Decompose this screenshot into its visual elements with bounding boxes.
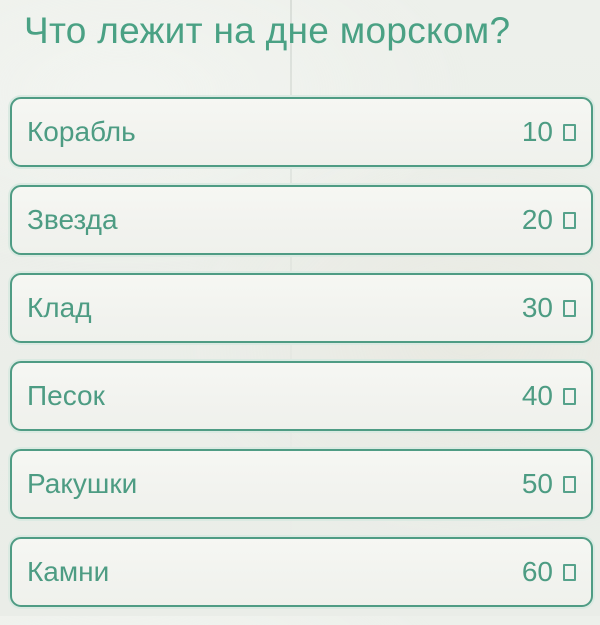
answer-label: Клад [27, 292, 92, 323]
answer-label: Песок [27, 380, 105, 411]
points-group: 60 [522, 556, 576, 588]
points-value: 60 [521, 556, 553, 587]
points-value: 50 [521, 468, 553, 499]
points-group: 30 [522, 292, 576, 324]
answer-button-4[interactable]: Песок 40 [10, 361, 593, 431]
points-group: 50 [522, 468, 576, 500]
answer-button-5[interactable]: Ракушки 50 [10, 449, 593, 519]
answer-button-1[interactable]: Корабль 10 [10, 97, 593, 167]
points-value: 30 [521, 292, 553, 323]
coin-placeholder-icon [563, 387, 576, 405]
coin-placeholder-icon [563, 299, 576, 317]
points-value: 40 [521, 380, 553, 411]
coin-placeholder-icon [563, 475, 576, 493]
answer-label: Камни [27, 556, 110, 587]
points-group: 10 [522, 116, 576, 148]
coin-placeholder-icon [563, 123, 576, 141]
points-group: 20 [522, 204, 576, 236]
answer-label: Ракушки [27, 468, 138, 499]
points-value: 10 [521, 116, 553, 147]
answer-label: Звезда [27, 204, 118, 235]
answer-button-6[interactable]: Камни 60 [10, 537, 593, 607]
coin-placeholder-icon [563, 563, 576, 581]
answer-list: Корабль 10 Звезда 20 Клад 30 Песок 40 Ра… [10, 97, 593, 625]
coin-placeholder-icon [563, 211, 576, 229]
answer-button-2[interactable]: Звезда 20 [10, 185, 593, 255]
answer-label: Корабль [27, 116, 136, 147]
question-title: Что лежит на дне морском? [24, 10, 511, 51]
points-group: 40 [522, 380, 576, 412]
points-value: 20 [521, 204, 553, 235]
answer-button-3[interactable]: Клад 30 [10, 273, 593, 343]
